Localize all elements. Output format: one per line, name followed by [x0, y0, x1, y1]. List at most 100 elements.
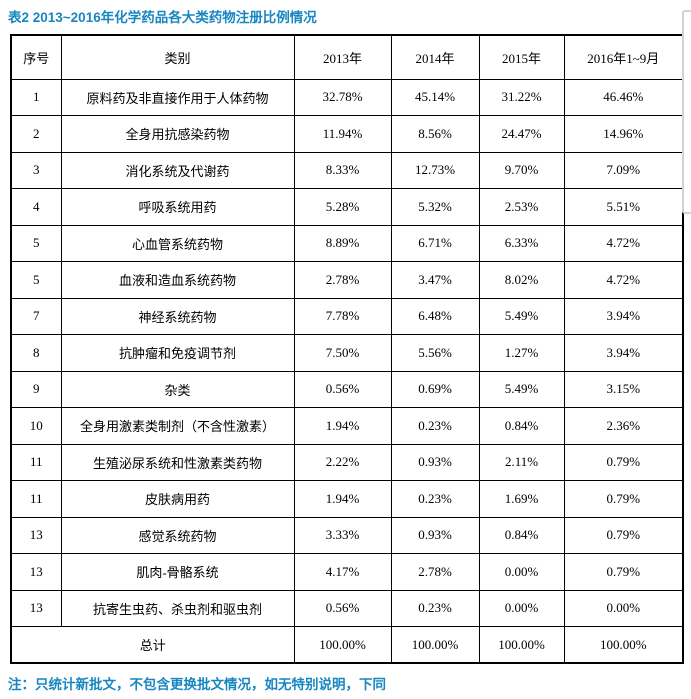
col-header-category: 类别	[60, 34, 295, 80]
row-seq: 5	[10, 261, 62, 299]
table-row: 13 肌肉-骨骼系统 4.17% 2.78% 0.00% 0.79%	[10, 553, 684, 591]
row-value: 5.49%	[478, 370, 565, 408]
row-value: 2.11%	[478, 443, 565, 481]
row-seq: 1	[10, 78, 62, 116]
row-value: 0.79%	[563, 443, 684, 481]
table-row: 7 神经系统药物 7.78% 6.48% 5.49% 3.94%	[10, 297, 684, 335]
row-value: 2.53%	[478, 188, 565, 226]
row-category: 全身用抗感染药物	[60, 115, 295, 153]
row-seq: 2	[10, 115, 62, 153]
table-row: 11 皮肤病用药 1.94% 0.23% 1.69% 0.79%	[10, 480, 684, 518]
row-value: 2.22%	[293, 443, 392, 481]
row-seq: 5	[10, 224, 62, 262]
row-category: 抗肿瘤和免疫调节剂	[60, 334, 295, 372]
row-value: 6.71%	[390, 224, 480, 262]
row-category: 神经系统药物	[60, 297, 295, 335]
row-value: 5.51%	[563, 188, 684, 226]
row-value: 4.72%	[563, 224, 684, 262]
row-category: 全身用激素类制剂（不含性激素）	[60, 407, 295, 445]
row-value: 6.48%	[390, 297, 480, 335]
row-value: 0.69%	[390, 370, 480, 408]
row-value: 0.23%	[390, 407, 480, 445]
row-value: 8.02%	[478, 261, 565, 299]
row-value: 0.79%	[563, 480, 684, 518]
row-category: 杂类	[60, 370, 295, 408]
row-seq: 13	[10, 553, 62, 591]
row-value: 0.00%	[563, 589, 684, 627]
row-seq: 13	[10, 516, 62, 554]
row-value: 24.47%	[478, 115, 565, 153]
row-value: 0.93%	[390, 516, 480, 554]
row-value: 0.79%	[563, 553, 684, 591]
row-value: 3.47%	[390, 261, 480, 299]
row-value: 0.56%	[293, 589, 392, 627]
row-value: 6.33%	[478, 224, 565, 262]
header-row: 序号 类别 2013年 2014年 2015年 2016年1~9月	[10, 34, 684, 80]
table-row: 9 杂类 0.56% 0.69% 5.49% 3.15%	[10, 370, 684, 408]
row-seq: 9	[10, 370, 62, 408]
table-row: 13 感觉系统药物 3.33% 0.93% 0.84% 0.79%	[10, 516, 684, 554]
row-value: 4.17%	[293, 553, 392, 591]
row-value: 9.70%	[478, 151, 565, 189]
row-category: 感觉系统药物	[60, 516, 295, 554]
row-value: 0.23%	[390, 589, 480, 627]
row-value: 3.33%	[293, 516, 392, 554]
row-value: 7.78%	[293, 297, 392, 335]
row-value: 3.94%	[563, 334, 684, 372]
row-category: 抗寄生虫药、杀虫剂和驱虫剂	[60, 589, 295, 627]
col-header-2016: 2016年1~9月	[563, 34, 684, 80]
row-seq: 7	[10, 297, 62, 335]
total-value: 100.00%	[293, 626, 392, 664]
total-value: 100.00%	[563, 626, 684, 664]
row-value: 7.09%	[563, 151, 684, 189]
row-value: 1.69%	[478, 480, 565, 518]
row-value: 3.94%	[563, 297, 684, 335]
row-value: 4.72%	[563, 261, 684, 299]
table-row: 5 血液和造血系统药物 2.78% 3.47% 8.02% 4.72%	[10, 261, 684, 299]
row-value: 3.15%	[563, 370, 684, 408]
row-value: 1.94%	[293, 480, 392, 518]
row-seq: 4	[10, 188, 62, 226]
row-value: 2.78%	[390, 553, 480, 591]
table-row: 13 抗寄生虫药、杀虫剂和驱虫剂 0.56% 0.23% 0.00% 0.00%	[10, 589, 684, 627]
row-value: 0.93%	[390, 443, 480, 481]
total-row: 总计 100.00% 100.00% 100.00% 100.00%	[10, 626, 684, 664]
table-row: 4 呼吸系统用药 5.28% 5.32% 2.53% 5.51%	[10, 188, 684, 226]
row-value: 31.22%	[478, 78, 565, 116]
total-value: 100.00%	[390, 626, 480, 664]
row-value: 2.78%	[293, 261, 392, 299]
row-value: 5.49%	[478, 297, 565, 335]
table-row: 1 原料药及非直接作用于人体药物 32.78% 45.14% 31.22% 46…	[10, 78, 684, 116]
table-row: 2 全身用抗感染药物 11.94% 8.56% 24.47% 14.96%	[10, 115, 684, 153]
row-value: 45.14%	[390, 78, 480, 116]
row-value: 0.00%	[478, 589, 565, 627]
row-category: 呼吸系统用药	[60, 188, 295, 226]
row-value: 0.00%	[478, 553, 565, 591]
row-category: 肌肉-骨骼系统	[60, 553, 295, 591]
col-header-2014: 2014年	[390, 34, 480, 80]
row-value: 0.23%	[390, 480, 480, 518]
row-seq: 13	[10, 589, 62, 627]
row-value: 0.79%	[563, 516, 684, 554]
row-value: 1.94%	[293, 407, 392, 445]
total-label: 总计	[10, 626, 295, 664]
row-value: 0.56%	[293, 370, 392, 408]
table-row: 5 心血管系统药物 8.89% 6.71% 6.33% 4.72%	[10, 224, 684, 262]
row-category: 生殖泌尿系统和性激素类药物	[60, 443, 295, 481]
row-value: 0.84%	[478, 516, 565, 554]
col-header-2013: 2013年	[293, 34, 392, 80]
footer-note: 注：只统计新批文，不包含更换批文情况，如无特别说明，下同	[8, 677, 386, 692]
row-seq: 11	[10, 443, 62, 481]
row-category: 消化系统及代谢药	[60, 151, 295, 189]
row-category: 血液和造血系统药物	[60, 261, 295, 299]
row-value: 5.32%	[390, 188, 480, 226]
row-category: 皮肤病用药	[60, 480, 295, 518]
row-seq: 8	[10, 334, 62, 372]
col-header-seq: 序号	[10, 34, 62, 80]
row-value: 7.50%	[293, 334, 392, 372]
scrollbar-thumb[interactable]	[682, 10, 691, 214]
row-value: 5.56%	[390, 334, 480, 372]
row-value: 11.94%	[293, 115, 392, 153]
row-value: 12.73%	[390, 151, 480, 189]
